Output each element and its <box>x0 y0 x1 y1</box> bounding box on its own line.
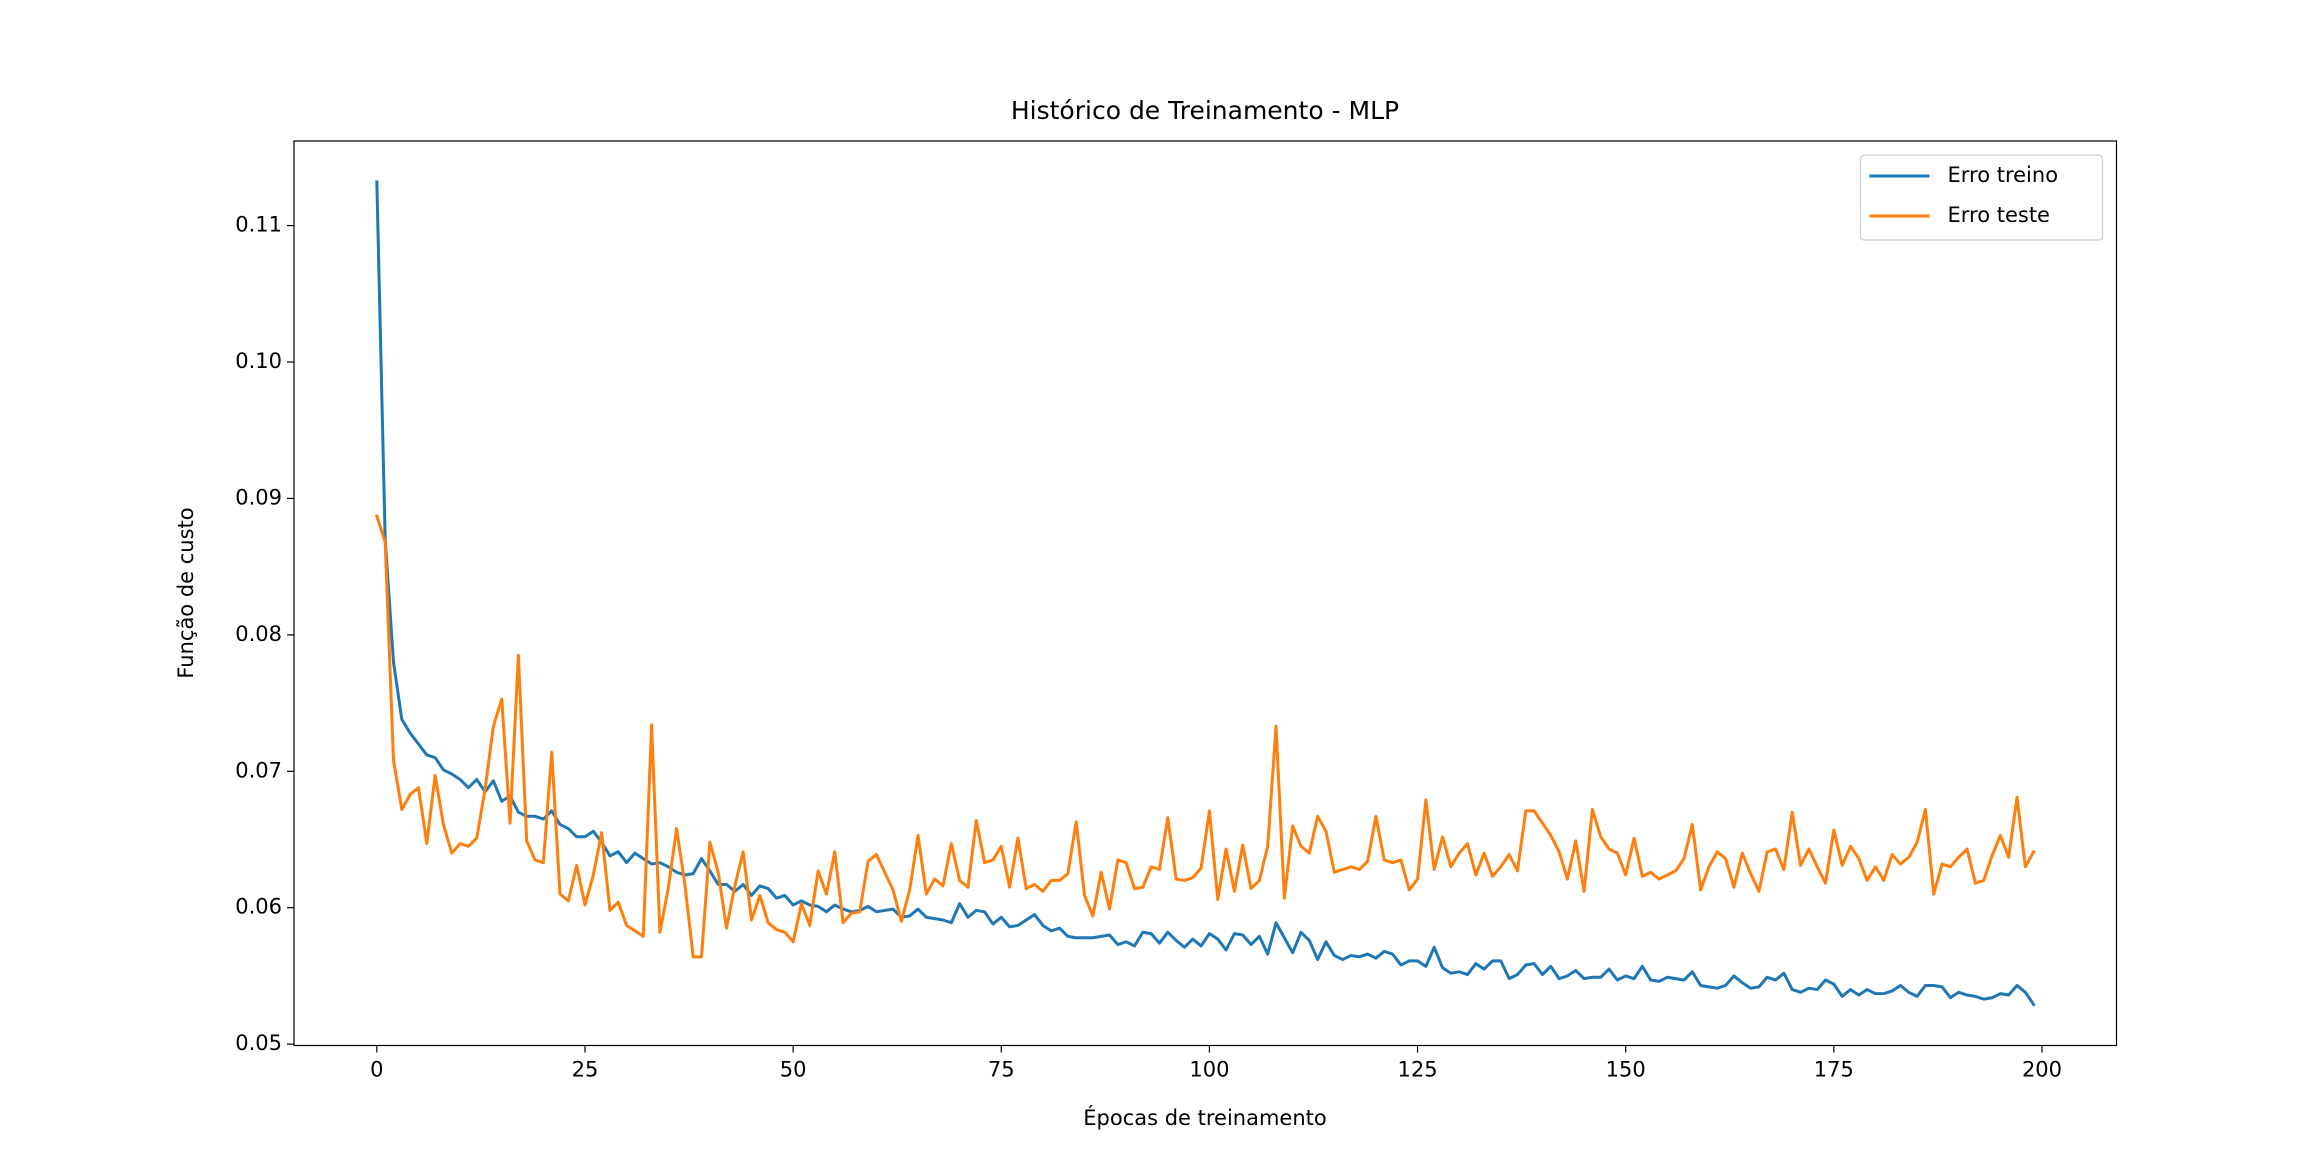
x-tick-label: 150 <box>1606 1058 1646 1082</box>
x-axis-label: Épocas de treinamento <box>1083 1105 1327 1130</box>
legend-label: Erro treino <box>1948 163 2059 187</box>
legend-label: Erro teste <box>1948 203 2050 227</box>
y-tick-label: 0.08 <box>235 622 282 646</box>
y-axis-label: Função de custo <box>174 507 198 678</box>
x-tick-label: 100 <box>1189 1058 1229 1082</box>
y-tick-label: 0.10 <box>235 349 282 373</box>
x-tick-label: 75 <box>988 1058 1015 1082</box>
legend: Erro treino Erro teste <box>1859 154 2104 241</box>
x-tick-label: 200 <box>2022 1058 2062 1082</box>
x-tick-label: 25 <box>572 1058 599 1082</box>
x-tick-label: 50 <box>780 1058 807 1082</box>
x-tick-label: 175 <box>1814 1058 1854 1082</box>
y-tick-label: 0.11 <box>235 213 282 237</box>
y-tick-label: 0.06 <box>235 895 282 919</box>
chart-title: Histórico de Treinamento - MLP <box>1011 96 1399 125</box>
series-line <box>375 180 2036 1007</box>
y-tick-label: 0.07 <box>235 758 282 782</box>
axes-frame <box>293 140 2118 1047</box>
x-tick-label: 0 <box>370 1058 383 1082</box>
y-tick-label: 0.05 <box>235 1031 282 1055</box>
series-line <box>374 514 2036 959</box>
y-tick-label: 0.09 <box>235 485 282 509</box>
x-tick-label: 125 <box>1398 1058 1438 1082</box>
